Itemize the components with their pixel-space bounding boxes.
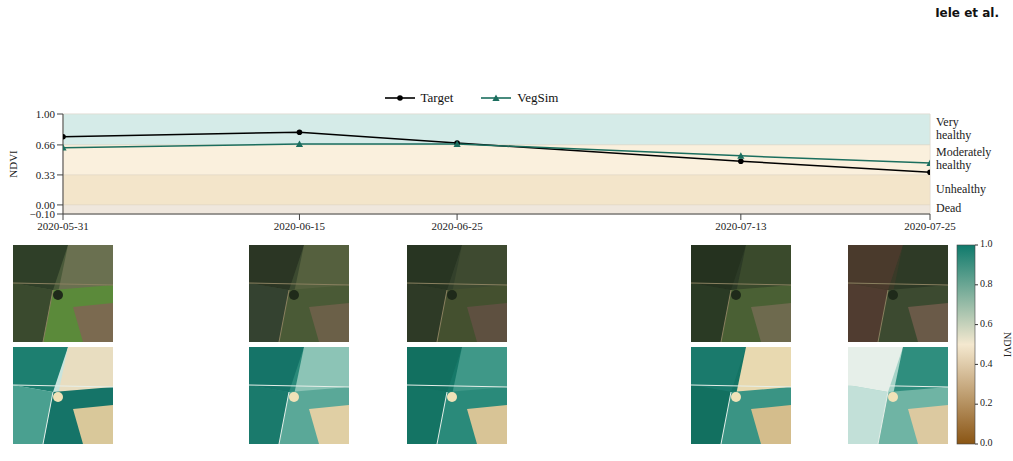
svg-text:Moderatelyhealthy: Moderatelyhealthy bbox=[936, 145, 991, 172]
svg-text:0.00: 0.00 bbox=[36, 199, 56, 211]
svg-text:0.66: 0.66 bbox=[36, 139, 56, 151]
svg-text:NDVI: NDVI bbox=[1002, 332, 1013, 357]
svg-text:0.4: 0.4 bbox=[980, 358, 993, 369]
svg-text:1.00: 1.00 bbox=[36, 108, 56, 120]
svg-text:2020-07-13: 2020-07-13 bbox=[715, 220, 767, 232]
svg-text:Dead: Dead bbox=[936, 201, 961, 215]
svg-text:2020-05-31: 2020-05-31 bbox=[37, 220, 88, 232]
svg-text:Veryhealthy: Veryhealthy bbox=[936, 115, 971, 142]
svg-text:NDVI: NDVI bbox=[7, 150, 19, 178]
svg-text:Unhealthy: Unhealthy bbox=[936, 182, 986, 196]
svg-text:−0.10: −0.10 bbox=[29, 207, 55, 220]
svg-text:0.6: 0.6 bbox=[980, 318, 993, 329]
svg-text:1.0: 1.0 bbox=[980, 238, 993, 249]
html-text:Target: Target bbox=[420, 90, 454, 105]
svg-text:2020-07-25: 2020-07-25 bbox=[904, 220, 956, 232]
svg-text:0.8: 0.8 bbox=[980, 278, 993, 289]
svg-text:2020-06-15: 2020-06-15 bbox=[274, 220, 326, 232]
html-text:Iele et al.: Iele et al. bbox=[935, 6, 999, 20]
svg-text:2020-06-25: 2020-06-25 bbox=[431, 220, 483, 232]
svg-text:0.2: 0.2 bbox=[980, 397, 993, 408]
svg-text:0.0: 0.0 bbox=[980, 437, 993, 448]
svg-text:0.33: 0.33 bbox=[36, 169, 56, 181]
html-text:VegSim: VegSim bbox=[517, 90, 559, 105]
